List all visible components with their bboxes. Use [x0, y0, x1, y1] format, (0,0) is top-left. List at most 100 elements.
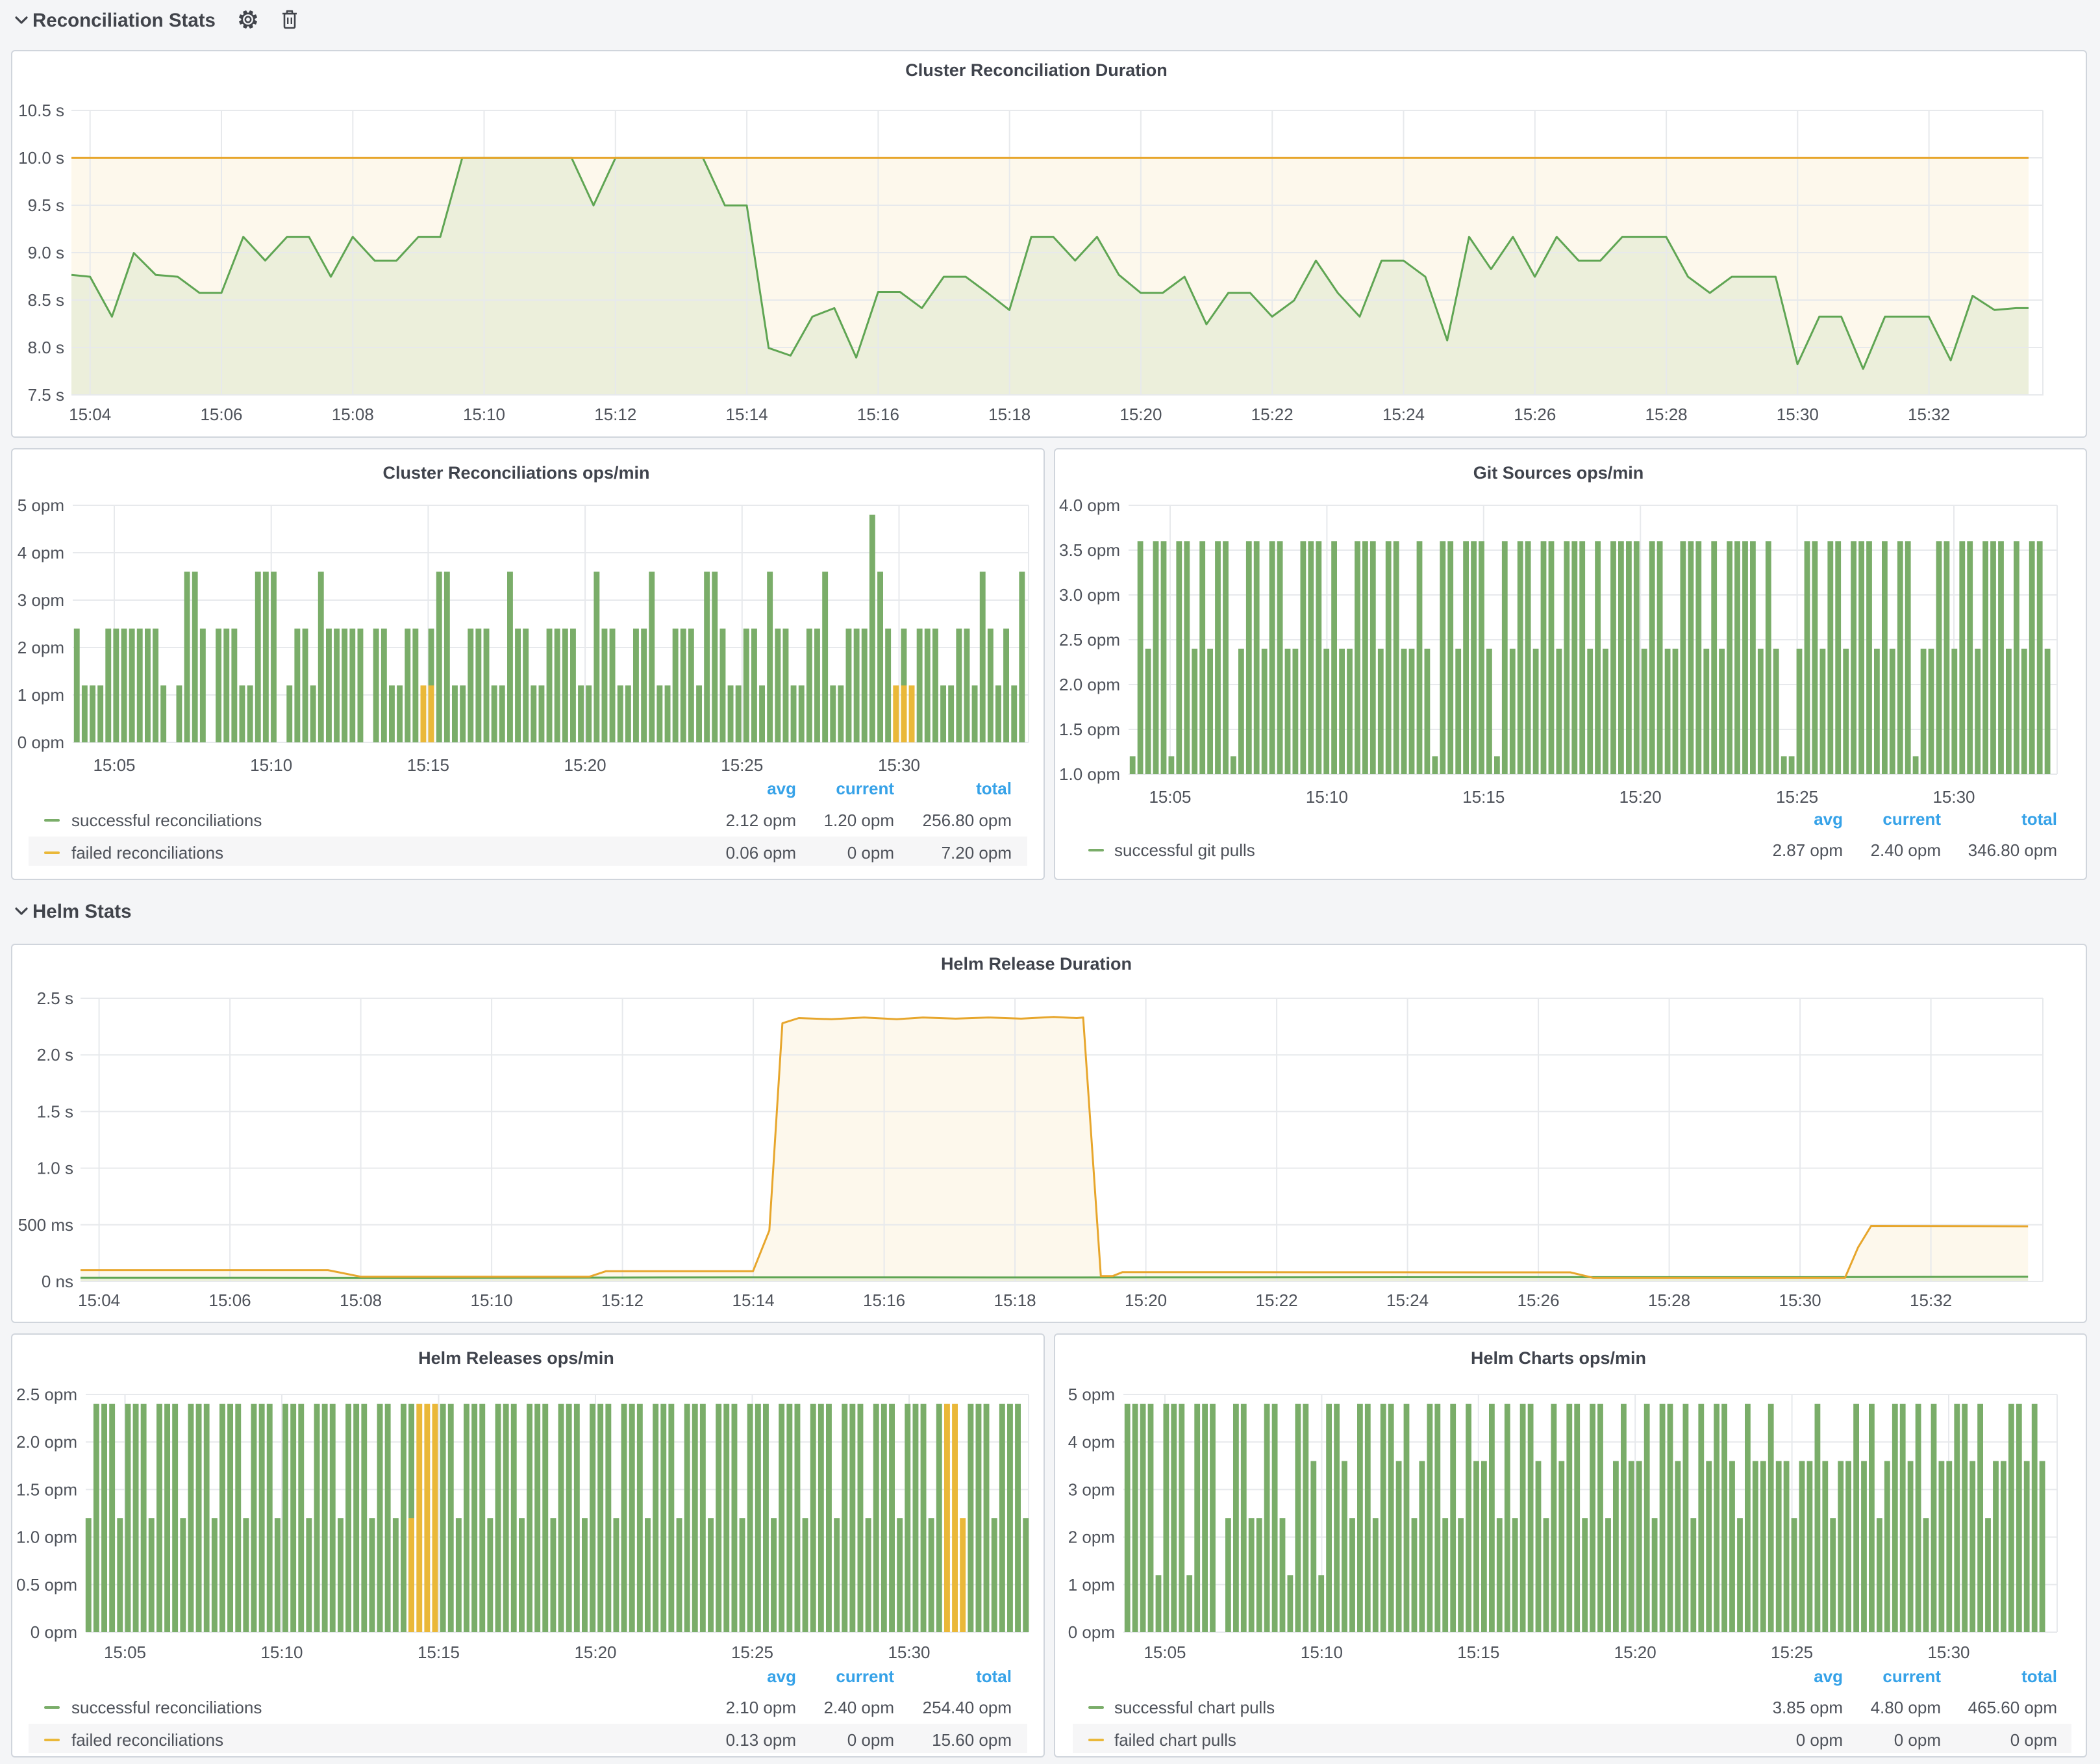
svg-text:256.80 opm: 256.80 opm [923, 811, 1012, 830]
svg-text:current: current [1882, 1667, 1941, 1686]
svg-text:Helm Stats: Helm Stats [32, 901, 131, 922]
svg-text:failed chart pulls: failed chart pulls [1114, 1730, 1236, 1750]
svg-text:15:20: 15:20 [1125, 1291, 1167, 1310]
svg-text:465.60 opm: 465.60 opm [1968, 1698, 2057, 1717]
svg-text:15:30: 15:30 [1779, 1291, 1821, 1310]
svg-text:15:24: 15:24 [1386, 1291, 1429, 1310]
svg-text:Reconciliation Stats: Reconciliation Stats [32, 10, 216, 31]
svg-text:2.40 opm: 2.40 opm [1871, 840, 1941, 860]
svg-text:15:25: 15:25 [721, 755, 763, 775]
svg-text:15:08: 15:08 [332, 405, 374, 424]
svg-text:15:20: 15:20 [1119, 405, 1162, 424]
svg-text:15:30: 15:30 [1777, 405, 1819, 424]
svg-text:total: total [2021, 1667, 2057, 1686]
svg-text:2.0 s: 2.0 s [37, 1045, 73, 1065]
svg-text:avg: avg [767, 779, 796, 798]
svg-text:15:15: 15:15 [407, 755, 449, 775]
svg-text:0 opm: 0 opm [1796, 1730, 1843, 1750]
svg-text:15:12: 15:12 [601, 1291, 644, 1310]
svg-text:15:14: 15:14 [726, 405, 768, 424]
svg-text:15:10: 15:10 [463, 405, 505, 424]
svg-text:Helm Releases ops/min: Helm Releases ops/min [418, 1348, 614, 1368]
svg-text:0 opm: 0 opm [1894, 1730, 1941, 1750]
svg-text:8.5 s: 8.5 s [28, 290, 64, 310]
svg-text:7.20 opm: 7.20 opm [942, 843, 1012, 863]
svg-text:0 opm: 0 opm [18, 733, 64, 752]
svg-text:1.5 s: 1.5 s [37, 1102, 73, 1121]
svg-text:2.40 opm: 2.40 opm [824, 1698, 894, 1717]
svg-text:5 opm: 5 opm [18, 496, 64, 515]
svg-text:15:25: 15:25 [1771, 1643, 1813, 1662]
svg-text:9.0 s: 9.0 s [28, 243, 64, 262]
svg-text:2 opm: 2 opm [18, 638, 64, 657]
svg-text:2.12 opm: 2.12 opm [726, 811, 796, 830]
svg-text:1 opm: 1 opm [18, 685, 64, 705]
svg-text:15:28: 15:28 [1648, 1291, 1690, 1310]
svg-text:15:05: 15:05 [104, 1643, 146, 1662]
svg-text:0 opm: 0 opm [2010, 1730, 2057, 1750]
svg-text:Cluster Reconciliation Duratio: Cluster Reconciliation Duration [905, 60, 1168, 80]
svg-text:254.40 opm: 254.40 opm [923, 1698, 1012, 1717]
svg-text:2.87 opm: 2.87 opm [1773, 840, 1843, 860]
svg-text:15:08: 15:08 [340, 1291, 382, 1310]
svg-text:5 opm: 5 opm [1068, 1385, 1115, 1404]
svg-text:2.5 opm: 2.5 opm [1059, 630, 1120, 649]
svg-text:15:10: 15:10 [1306, 787, 1348, 807]
svg-text:1.20 opm: 1.20 opm [824, 811, 894, 830]
svg-text:0.5 opm: 0.5 opm [16, 1575, 77, 1594]
svg-text:10.0 s: 10.0 s [18, 148, 64, 168]
svg-text:15:28: 15:28 [1645, 405, 1688, 424]
svg-text:current: current [1882, 809, 1941, 829]
svg-text:1.5 opm: 1.5 opm [1059, 720, 1120, 739]
svg-text:Git Sources ops/min: Git Sources ops/min [1473, 463, 1644, 483]
svg-text:15:14: 15:14 [732, 1291, 775, 1310]
svg-text:15:06: 15:06 [200, 405, 242, 424]
svg-text:Helm Charts ops/min: Helm Charts ops/min [1471, 1348, 1646, 1368]
svg-text:15:18: 15:18 [994, 1291, 1036, 1310]
svg-text:failed reconciliations: failed reconciliations [71, 843, 223, 863]
svg-text:0 ns: 0 ns [42, 1272, 73, 1291]
svg-text:failed reconciliations: failed reconciliations [71, 1730, 223, 1750]
svg-text:total: total [976, 779, 1012, 798]
svg-text:15:10: 15:10 [250, 755, 292, 775]
svg-text:successful reconciliations: successful reconciliations [71, 1698, 262, 1717]
svg-text:15:30: 15:30 [888, 1643, 930, 1662]
svg-text:2.10 opm: 2.10 opm [726, 1698, 796, 1717]
svg-text:total: total [976, 1667, 1012, 1686]
svg-text:4 opm: 4 opm [1068, 1432, 1115, 1452]
svg-text:1.5 opm: 1.5 opm [16, 1480, 77, 1499]
svg-text:3 opm: 3 opm [18, 590, 64, 610]
svg-text:avg: avg [767, 1667, 796, 1686]
svg-text:7.5 s: 7.5 s [28, 385, 64, 405]
svg-text:current: current [836, 779, 894, 798]
svg-text:500 ms: 500 ms [18, 1215, 73, 1235]
svg-text:4.80 opm: 4.80 opm [1871, 1698, 1941, 1717]
svg-text:3.0 opm: 3.0 opm [1059, 585, 1120, 605]
svg-text:total: total [2021, 809, 2057, 829]
svg-text:15:18: 15:18 [988, 405, 1031, 424]
svg-text:15:06: 15:06 [209, 1291, 251, 1310]
svg-text:avg: avg [1814, 809, 1843, 829]
svg-text:1.0 opm: 1.0 opm [1059, 764, 1120, 784]
svg-text:15:05: 15:05 [1144, 1643, 1186, 1662]
svg-text:4 opm: 4 opm [18, 543, 64, 562]
svg-text:15:32: 15:32 [1908, 405, 1950, 424]
svg-text:15:05: 15:05 [1149, 787, 1191, 807]
svg-text:avg: avg [1814, 1667, 1843, 1686]
svg-text:15:20: 15:20 [574, 1643, 616, 1662]
svg-text:2.0 opm: 2.0 opm [1059, 675, 1120, 694]
svg-text:0 opm: 0 opm [31, 1622, 77, 1642]
svg-text:15:22: 15:22 [1256, 1291, 1298, 1310]
svg-text:2.0 opm: 2.0 opm [16, 1432, 77, 1452]
svg-text:0 opm: 0 opm [847, 843, 894, 863]
svg-text:15:20: 15:20 [1614, 1643, 1656, 1662]
svg-text:15:20: 15:20 [1619, 787, 1662, 807]
svg-text:1.0 s: 1.0 s [37, 1159, 73, 1178]
svg-text:3.5 opm: 3.5 opm [1059, 540, 1120, 560]
svg-text:15:10: 15:10 [1301, 1643, 1343, 1662]
svg-text:15:15: 15:15 [418, 1643, 460, 1662]
svg-text:Cluster Reconciliations ops/mi: Cluster Reconciliations ops/min [382, 463, 649, 483]
svg-text:15:10: 15:10 [471, 1291, 513, 1310]
svg-text:15:04: 15:04 [69, 405, 111, 424]
svg-text:15:15: 15:15 [1462, 787, 1505, 807]
